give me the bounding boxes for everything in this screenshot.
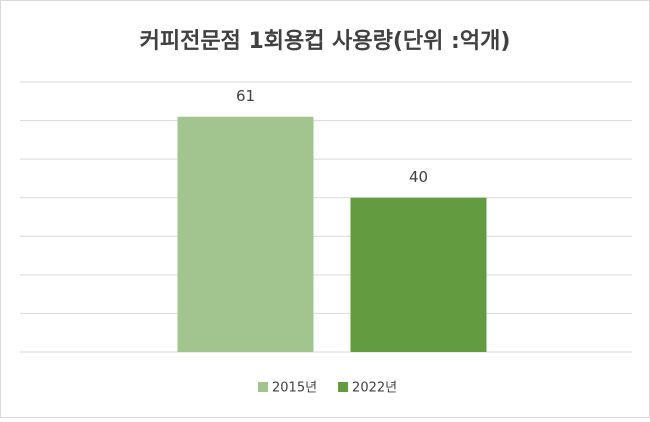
chart-title: 커피전문점 1회용컵 사용량(단위 :억개) — [140, 29, 511, 54]
legend-swatch — [338, 382, 349, 392]
data-label: 61 — [236, 87, 255, 105]
data-label: 40 — [409, 168, 428, 186]
legend-label: 2015년 — [272, 381, 317, 396]
legend-swatch — [258, 382, 268, 392]
bar — [350, 197, 487, 352]
bar — [177, 116, 314, 352]
legend-label: 2022년 — [352, 381, 397, 396]
